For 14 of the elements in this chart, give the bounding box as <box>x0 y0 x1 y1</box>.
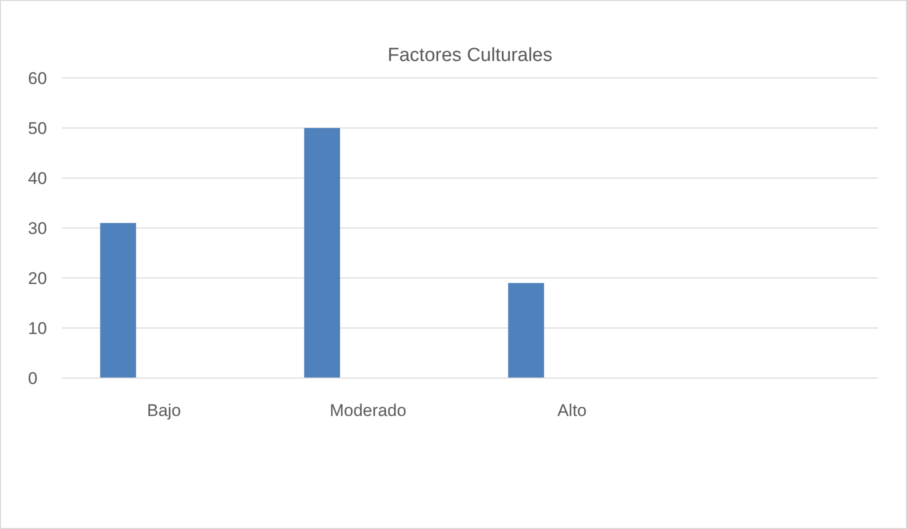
chart-title: Factores Culturales <box>388 45 552 66</box>
y-tick-label: 20 <box>28 268 47 288</box>
y-tick-label: 40 <box>28 168 47 188</box>
bar <box>304 128 340 378</box>
y-tick-label: 50 <box>28 118 47 138</box>
bar <box>100 223 136 378</box>
x-tick-label: Bajo <box>146 401 182 420</box>
bar <box>508 283 544 378</box>
y-tick-label: 30 <box>28 218 47 238</box>
y-tick-label: 10 <box>28 318 47 338</box>
y-tick-label: 60 <box>28 68 47 88</box>
x-tick-label: Moderado <box>330 401 406 420</box>
x-tick-label: Alto <box>557 401 587 420</box>
y-tick-label: 0 <box>28 368 38 388</box>
